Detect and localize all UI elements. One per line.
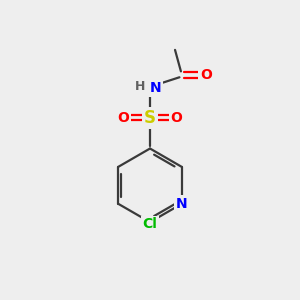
- Text: O: O: [200, 68, 212, 82]
- Text: H: H: [134, 80, 145, 93]
- Text: Cl: Cl: [142, 218, 158, 232]
- Text: N: N: [149, 81, 161, 95]
- Text: O: O: [171, 111, 182, 124]
- Text: S: S: [144, 109, 156, 127]
- Text: O: O: [118, 111, 129, 124]
- Text: N: N: [176, 197, 188, 211]
